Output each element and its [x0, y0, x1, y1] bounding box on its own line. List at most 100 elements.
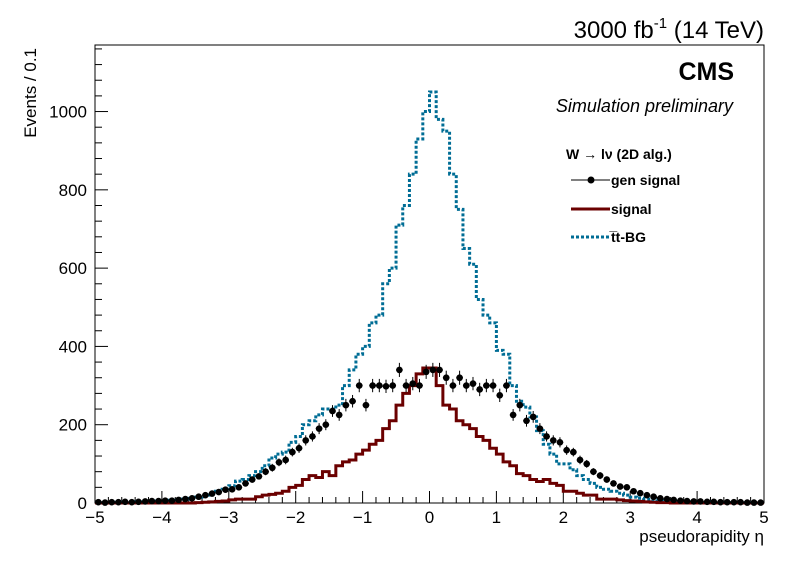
gen-signal-point	[683, 497, 691, 505]
legend-entry-signal: signal	[571, 201, 651, 217]
subtitle-label: Simulation preliminary	[556, 96, 734, 116]
gen-signal-point	[723, 498, 731, 506]
gen-signal-point	[161, 497, 169, 504]
gen-signal-point	[302, 437, 310, 444]
gen-signal-point	[670, 496, 677, 504]
x-axis-title: pseudorapidity η	[639, 527, 764, 546]
gen-signal-point	[623, 484, 631, 491]
gen-signal-point	[121, 498, 129, 506]
gen-signal-point	[650, 493, 657, 501]
gen-signal-point	[255, 473, 263, 480]
gen-signal-point	[616, 483, 624, 490]
gen-signal-point	[583, 460, 591, 468]
gen-signal-point	[570, 448, 577, 456]
legend-label-gen-signal: gen signal	[611, 172, 680, 188]
gen-signal-point	[690, 498, 698, 505]
gen-signal-point	[677, 497, 684, 504]
series-ttbar-bg	[95, 90, 764, 505]
y-tick-label: 200	[59, 416, 87, 435]
x-tick-label: −5	[85, 508, 104, 527]
gen-signal-point	[389, 382, 397, 389]
x-tick-label: −4	[152, 508, 171, 527]
gen-signal-point	[516, 401, 524, 409]
gen-signal-point	[362, 401, 370, 409]
series-layer	[95, 90, 764, 506]
gen-signal-point	[743, 499, 751, 506]
gen-signal-point	[549, 437, 557, 444]
legend-label-signal: signal	[611, 201, 651, 217]
y-tick-label: 400	[59, 337, 87, 356]
gen-signal-point	[442, 374, 450, 382]
gen-signal-point	[462, 382, 470, 389]
legend: W → lν (2D alg.) gen signal signal t̅t-B…	[566, 146, 680, 245]
gen-signal-point	[355, 382, 363, 389]
gen-signal-point	[710, 498, 718, 506]
gen-signal-point	[489, 382, 497, 389]
x-tick-label: 5	[759, 508, 768, 527]
gen-signal-point	[148, 497, 156, 505]
gen-signal-point	[329, 407, 336, 415]
gen-signal-point	[396, 366, 403, 374]
gen-signal-point	[416, 382, 423, 389]
gen-signal-point	[449, 382, 457, 389]
gen-signal-point	[610, 480, 617, 487]
gen-signal-point	[349, 397, 356, 405]
axes: −5 −4 −3 −2 −1 0 1 2 3 4 5 0 200 400 600 800 1000	[49, 48, 769, 527]
y-tick-label: 0	[78, 494, 87, 513]
y-tick-label: 1000	[49, 103, 87, 122]
gen-signal-point	[322, 421, 330, 429]
gen-signal-point	[342, 401, 350, 409]
gen-signal-point	[309, 433, 316, 440]
gen-signal-point	[182, 495, 189, 503]
legend-marker-gen-signal	[587, 176, 595, 184]
gen-signal-point	[128, 498, 136, 506]
legend-entry-ttbar-bg: t̅t-BG	[571, 229, 646, 245]
gen-signal-point	[155, 497, 162, 505]
gen-signal-point	[643, 491, 651, 499]
gen-signal-point	[636, 489, 644, 497]
gen-signal-point	[188, 495, 196, 502]
gen-signal-point	[456, 374, 463, 382]
gen-signal-point	[630, 487, 637, 495]
gen-signal-point	[576, 456, 584, 464]
gen-signal-point	[603, 476, 611, 483]
legend-header: W → lν (2D alg.)	[566, 146, 672, 162]
x-tick-label: 0	[425, 508, 434, 527]
gen-signal-point	[529, 413, 537, 421]
gen-signal-point	[175, 496, 182, 504]
gen-signal-point	[483, 382, 490, 389]
gen-signal-point	[282, 456, 289, 464]
gen-signal-point	[289, 448, 296, 456]
gen-signal-point	[228, 485, 236, 493]
gen-signal-point	[168, 497, 176, 504]
gen-signal-point	[596, 472, 604, 479]
gen-signal-point	[469, 380, 477, 387]
experiment-label: CMS	[678, 58, 734, 86]
gen-signal-point	[757, 499, 764, 506]
gen-signal-point	[275, 458, 283, 466]
gen-signal-point	[135, 498, 142, 506]
gen-signal-point	[523, 417, 530, 425]
gen-signal-point	[195, 493, 202, 501]
gen-signal-point	[101, 499, 109, 506]
gen-signal-point	[543, 433, 550, 440]
gen-signal-point	[235, 484, 243, 491]
gen-signal-point	[663, 495, 671, 503]
gen-signal-point	[376, 382, 383, 389]
gen-signal-point	[268, 464, 276, 472]
gen-signal-point	[262, 468, 269, 475]
y-tick-label: 600	[59, 259, 87, 278]
y-tick-label: 800	[59, 181, 87, 200]
gen-signal-point	[295, 444, 303, 452]
gen-signal-point	[115, 498, 122, 506]
gen-signal-point	[509, 411, 517, 419]
gen-signal-point	[208, 490, 216, 497]
gen-signal-point	[503, 382, 510, 389]
gen-signal-point	[536, 425, 544, 432]
x-tick-label: 4	[692, 508, 701, 527]
x-tick-label: 2	[559, 508, 568, 527]
x-tick-label: 1	[492, 508, 501, 527]
x-tick-label: −3	[219, 508, 238, 527]
gen-signal-point	[409, 380, 417, 387]
gen-signal-point	[215, 488, 223, 496]
